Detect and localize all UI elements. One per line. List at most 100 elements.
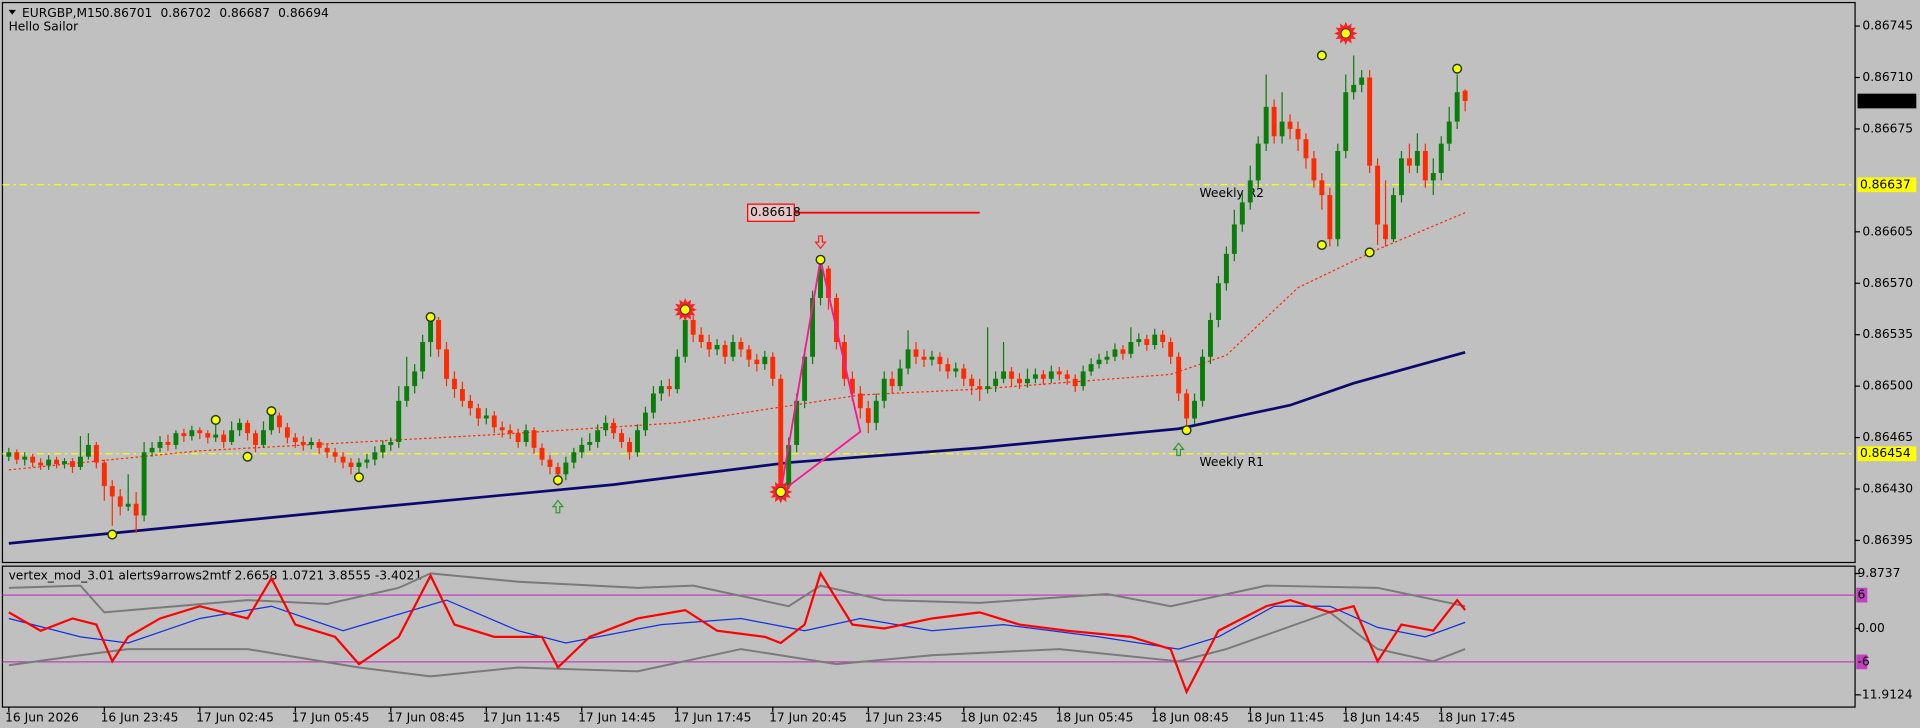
candle-body bbox=[778, 378, 784, 487]
candle-body bbox=[1136, 339, 1142, 343]
candle-body bbox=[1104, 356, 1110, 360]
pivot-tag bbox=[1857, 446, 1917, 462]
candle-body bbox=[221, 434, 227, 442]
candle-body bbox=[913, 349, 919, 357]
candle-body bbox=[1096, 359, 1102, 365]
candle-body bbox=[483, 415, 489, 419]
x-tick-label: 17 Jun 08:45 bbox=[387, 711, 465, 725]
candle-body bbox=[467, 400, 473, 409]
candle-body bbox=[953, 368, 959, 372]
candle-body bbox=[237, 422, 243, 431]
signal-arrow bbox=[551, 499, 565, 514]
candle-body bbox=[1367, 77, 1373, 166]
candle-body bbox=[1239, 202, 1245, 225]
candle-body bbox=[579, 444, 585, 453]
candle-body bbox=[412, 371, 418, 387]
fractal-dot bbox=[107, 529, 118, 540]
candle-body bbox=[945, 364, 951, 372]
indicator-comment: Hello Sailor bbox=[9, 20, 80, 34]
candle-body bbox=[627, 441, 632, 453]
x-tick-label: 16 Jun 23:45 bbox=[101, 711, 179, 725]
last-price-label: 0.86694 bbox=[1860, 94, 1911, 108]
candle-body bbox=[229, 430, 235, 442]
candle-body bbox=[1208, 319, 1213, 357]
x-tick-label: 17 Jun 14:45 bbox=[578, 711, 656, 725]
candle-body bbox=[1375, 165, 1381, 225]
y-tick-label: 0.86675 bbox=[1862, 121, 1913, 135]
candle-body bbox=[364, 459, 370, 463]
x-tick-label: 17 Jun 02:45 bbox=[196, 711, 274, 725]
candle-body bbox=[284, 427, 290, 438]
menu-arrow[interactable] bbox=[8, 9, 16, 15]
candle-body bbox=[1351, 84, 1357, 93]
signal-arrow bbox=[814, 235, 827, 250]
x-tick-label: 17 Jun 20:45 bbox=[769, 711, 847, 725]
candle-body bbox=[372, 452, 378, 460]
candle-body bbox=[1112, 349, 1118, 357]
main-panel bbox=[1, 1, 1856, 564]
fractal-dot bbox=[552, 475, 563, 486]
y-tick-label: 0.86745 bbox=[1862, 19, 1913, 33]
oscillator-line bbox=[8, 599, 1466, 650]
candle-body bbox=[22, 456, 28, 460]
candle-body bbox=[897, 368, 903, 387]
fractal-dot bbox=[242, 451, 253, 462]
open-price: 0.86701 bbox=[102, 6, 153, 20]
candle-body bbox=[1359, 77, 1365, 85]
candle-body bbox=[316, 441, 322, 448]
oscillator-panel bbox=[1, 565, 1856, 708]
candle-body bbox=[635, 430, 640, 453]
candle-body bbox=[818, 268, 823, 298]
fractal-dot bbox=[1316, 50, 1327, 61]
candle-body bbox=[292, 437, 298, 442]
candle-body bbox=[181, 433, 187, 437]
candle-body bbox=[475, 408, 481, 419]
candle-body bbox=[1001, 371, 1007, 379]
y-tick-label: 0.86395 bbox=[1862, 533, 1913, 547]
candle-body bbox=[547, 459, 553, 467]
y-tick-label: 0.86570 bbox=[1862, 276, 1913, 290]
candle-body bbox=[1223, 253, 1229, 284]
candle-body bbox=[1311, 158, 1317, 181]
candle-body bbox=[650, 393, 656, 413]
candle-body bbox=[1215, 283, 1221, 320]
candle-body bbox=[802, 356, 808, 401]
x-tick-label: 17 Jun 05:45 bbox=[292, 711, 370, 725]
candle-body bbox=[563, 462, 569, 475]
candle-body bbox=[1399, 158, 1404, 196]
candle-body bbox=[826, 268, 831, 298]
fractal-dot bbox=[1316, 240, 1327, 251]
fractal-dot bbox=[353, 472, 364, 483]
price-line-label: 0.86618 bbox=[750, 205, 801, 219]
fractal-dot bbox=[266, 406, 277, 417]
candle-body bbox=[515, 433, 521, 442]
candle-body bbox=[499, 427, 505, 431]
candle-body bbox=[117, 496, 123, 507]
x-tick-label: 17 Jun 11:45 bbox=[483, 711, 561, 725]
candle-body bbox=[452, 378, 457, 390]
x-tick-label: 18 Jun 08:45 bbox=[1151, 711, 1229, 725]
moving-average bbox=[8, 351, 1466, 545]
candle-body bbox=[1287, 121, 1293, 129]
candle-body bbox=[1391, 195, 1396, 240]
candle-body bbox=[905, 349, 911, 369]
candle-body bbox=[738, 342, 744, 350]
fractal-dot bbox=[1452, 63, 1463, 74]
candle-body bbox=[857, 393, 863, 409]
candle-body bbox=[682, 319, 688, 357]
candle-body bbox=[1406, 158, 1412, 166]
candle-body bbox=[420, 342, 426, 372]
candle-body bbox=[404, 386, 410, 401]
candle-body bbox=[1009, 371, 1014, 379]
candle-body bbox=[603, 422, 609, 431]
candle-body bbox=[444, 349, 449, 379]
candle-body bbox=[1343, 92, 1349, 151]
candle-body bbox=[1327, 195, 1333, 240]
level-tag-label: -6 bbox=[1858, 654, 1870, 668]
candle-body bbox=[205, 433, 211, 438]
candle-body bbox=[1446, 121, 1452, 144]
x-tick-label: 17 Jun 17:45 bbox=[674, 711, 752, 725]
candle-body bbox=[539, 447, 545, 460]
candle-body bbox=[1017, 378, 1022, 384]
